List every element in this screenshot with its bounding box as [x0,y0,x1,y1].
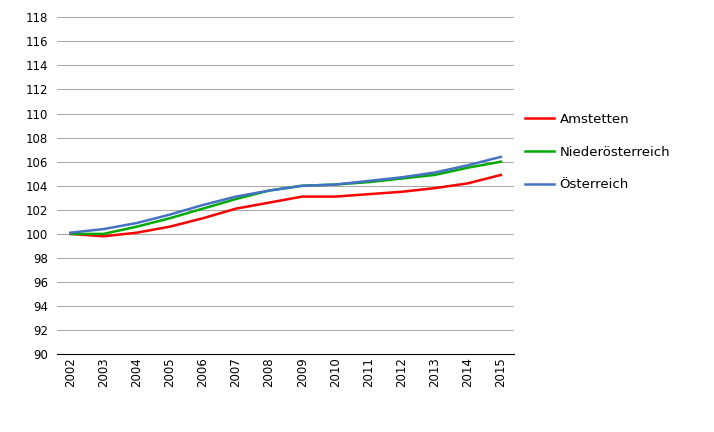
Amstetten [166,224,174,229]
Österreich [166,212,174,217]
Niederösterreich [364,180,373,185]
Österreich [397,175,406,180]
Niederösterreich [132,224,141,229]
Österreich [198,203,207,208]
Amstetten [132,230,141,235]
Line: Niederösterreich: Niederösterreich [71,162,501,234]
Amstetten [198,216,207,221]
Legend: Amstetten, Niederösterreich, Österreich: Amstetten, Niederösterreich, Österreich [526,113,670,191]
Österreich [331,182,340,187]
Amstetten [298,194,306,199]
Niederösterreich [496,159,505,164]
Niederösterreich [463,165,472,170]
Niederösterreich [66,231,75,236]
Amstetten [397,189,406,194]
Österreich [496,154,505,159]
Niederösterreich [298,183,306,188]
Österreich [132,220,141,226]
Amstetten [265,200,273,205]
Amstetten [364,192,373,197]
Österreich [431,170,439,175]
Amstetten [496,172,505,178]
Line: Österreich: Österreich [71,157,501,233]
Amstetten [431,186,439,191]
Niederösterreich [331,182,340,187]
Österreich [265,188,273,193]
Österreich [364,178,373,184]
Niederösterreich [198,206,207,211]
Amstetten [231,206,240,211]
Österreich [463,163,472,168]
Amstetten [66,231,75,236]
Niederösterreich [99,231,108,236]
Amstetten [463,181,472,186]
Niederösterreich [231,197,240,202]
Niederösterreich [166,216,174,221]
Niederösterreich [265,188,273,193]
Österreich [66,230,75,235]
Österreich [99,226,108,232]
Österreich [298,183,306,188]
Amstetten [99,234,108,239]
Österreich [231,194,240,199]
Niederösterreich [397,176,406,181]
Amstetten [331,194,340,199]
Niederösterreich [431,172,439,178]
Line: Amstetten: Amstetten [71,175,501,236]
